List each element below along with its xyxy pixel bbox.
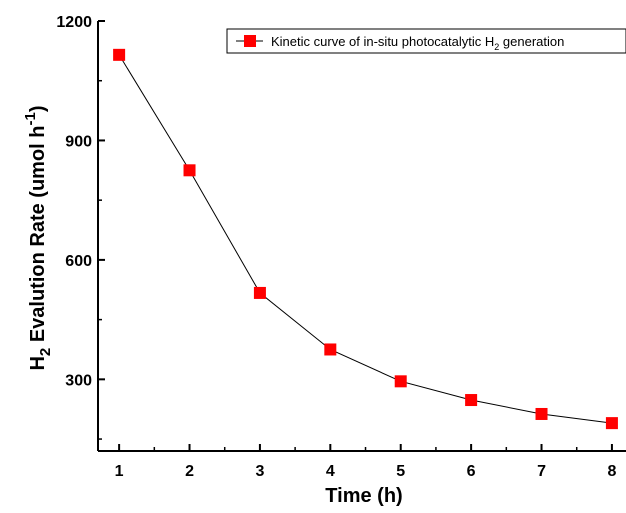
x-tick-label: 2 bbox=[185, 463, 194, 480]
y-axis-title-part: ) bbox=[27, 105, 49, 112]
legend: Kinetic curve of in-situ photocatalytic … bbox=[226, 28, 626, 54]
y-tick-label: 600 bbox=[65, 253, 92, 270]
y-axis-title-superscript: -1 bbox=[22, 112, 39, 125]
data-point bbox=[253, 286, 266, 299]
legend-label-part: Kinetic curve of in-situ photocatalytic … bbox=[271, 34, 494, 49]
series-line bbox=[118, 54, 612, 424]
y-tick-label: 300 bbox=[65, 372, 92, 389]
data-point bbox=[394, 375, 407, 388]
y-ticks: 300 600 900 1200 bbox=[56, 14, 105, 440]
legend-label-part: generation bbox=[499, 34, 564, 49]
x-axis-title: Time (h) bbox=[325, 485, 402, 507]
y-tick-label: 900 bbox=[65, 133, 92, 150]
legend-marker bbox=[244, 35, 256, 47]
data-point bbox=[535, 407, 548, 420]
data-point bbox=[324, 343, 337, 356]
axes bbox=[97, 21, 626, 452]
y-tick-label: 1200 bbox=[56, 14, 92, 31]
x-tick-label: 6 bbox=[467, 463, 476, 480]
x-tick-label: 7 bbox=[537, 463, 546, 480]
y-axis-title-part: Evalution Rate (umol h bbox=[27, 125, 49, 347]
x-ticks: 1 2 3 4 5 6 7 8 bbox=[115, 444, 616, 480]
y-axis-title-subscript: 2 bbox=[37, 348, 54, 356]
data-point bbox=[465, 394, 478, 407]
y-axis-title-part: H bbox=[27, 356, 49, 370]
legend-box bbox=[226, 28, 626, 54]
x-tick-label: 3 bbox=[255, 463, 264, 480]
plot-area bbox=[113, 48, 618, 430]
data-point bbox=[605, 417, 618, 430]
x-tick-label: 1 bbox=[115, 463, 124, 480]
x-tick-label: 5 bbox=[396, 463, 405, 480]
x-tick-label: 4 bbox=[326, 463, 335, 480]
legend-label-subscript: 2 bbox=[494, 42, 499, 52]
y-axis-title: H2 Evalution Rate (umol h-1) bbox=[22, 105, 54, 370]
x-tick-label: 8 bbox=[607, 463, 616, 480]
data-point bbox=[113, 48, 126, 61]
legend-label: Kinetic curve of in-situ photocatalytic … bbox=[271, 34, 564, 52]
data-point bbox=[183, 164, 196, 177]
